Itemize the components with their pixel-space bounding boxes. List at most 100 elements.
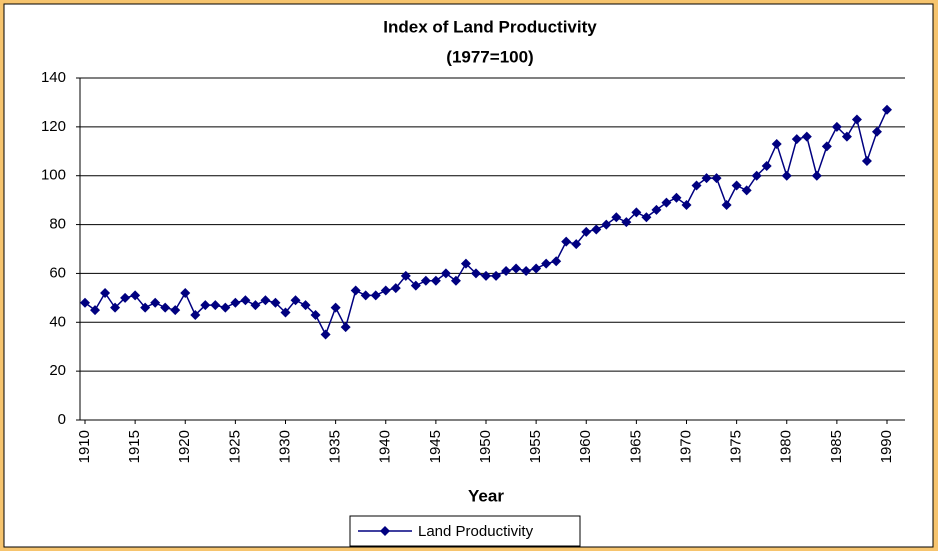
data-point (420, 275, 431, 286)
data-point (90, 305, 101, 316)
data-point (140, 302, 151, 313)
x-tick-label: 1925 (226, 430, 243, 463)
data-point (130, 290, 141, 301)
legend-label: Land Productivity (418, 523, 534, 540)
data-point (611, 212, 622, 223)
x-tick-label: 1980 (778, 430, 795, 463)
chart-title: Index of Land Productivity (383, 17, 597, 36)
data-point (761, 160, 772, 171)
data-point (581, 226, 592, 237)
data-point (882, 104, 892, 115)
x-tick-label: 1960 (577, 430, 594, 463)
data-point (280, 307, 291, 318)
data-point (410, 280, 421, 291)
data-point (170, 305, 181, 316)
data-point (190, 309, 201, 320)
data-point (180, 287, 191, 298)
data-point (100, 287, 111, 298)
y-tick-label: 20 (49, 362, 66, 379)
data-point (430, 275, 441, 286)
data-point (591, 224, 602, 235)
x-tick-label: 1990 (878, 430, 895, 463)
data-point (621, 217, 632, 228)
x-tick-label: 1915 (126, 430, 143, 463)
y-tick-label: 80 (49, 216, 66, 233)
data-point (531, 263, 542, 274)
data-point (290, 295, 301, 306)
data-point (821, 141, 832, 152)
data-point (491, 270, 502, 281)
data-point (481, 270, 491, 281)
data-point (330, 302, 341, 313)
data-point (260, 295, 271, 306)
data-point (440, 268, 451, 279)
data-point (360, 290, 371, 301)
data-point (641, 212, 652, 223)
data-point (150, 297, 161, 308)
data-point (300, 300, 311, 311)
data-point (571, 239, 582, 250)
y-tick-label: 140 (41, 69, 66, 86)
data-point (120, 292, 131, 303)
x-tick-label: 1955 (527, 430, 544, 463)
y-tick-label: 40 (49, 313, 66, 330)
y-tick-label: 60 (49, 264, 66, 281)
x-tick-label: 1950 (477, 430, 494, 463)
x-tick-label: 1970 (677, 430, 694, 463)
data-point (801, 131, 812, 142)
data-point (80, 297, 90, 308)
data-point (871, 126, 882, 137)
x-tick-label: 1985 (828, 430, 845, 463)
data-point (601, 219, 612, 230)
data-point (631, 207, 642, 218)
legend: Land Productivity (349, 515, 581, 547)
data-point (831, 121, 842, 132)
data-point (250, 300, 261, 311)
x-tick-label: 1965 (627, 430, 644, 463)
data-point (390, 283, 401, 294)
x-tick-label: 1940 (377, 430, 394, 463)
data-point (230, 297, 241, 308)
data-point (340, 322, 351, 333)
data-point (450, 275, 461, 286)
data-point (741, 185, 752, 196)
data-point (320, 329, 331, 340)
data-point (460, 258, 471, 269)
data-point (541, 258, 552, 269)
data-point (370, 290, 381, 301)
data-point (270, 297, 281, 308)
data-point (400, 270, 411, 281)
data-point (310, 309, 321, 320)
data-point (220, 302, 231, 313)
data-point (721, 200, 732, 211)
data-point (651, 204, 662, 215)
data-point (841, 131, 852, 142)
data-point (200, 300, 211, 311)
data-point (551, 256, 562, 267)
data-point (240, 295, 251, 306)
data-point (731, 180, 742, 191)
data-point (851, 114, 862, 125)
data-point (751, 170, 762, 181)
x-tick-label: 1935 (327, 430, 344, 463)
data-point (691, 180, 702, 191)
data-point (701, 173, 712, 184)
data-point (681, 200, 692, 211)
data-point (861, 156, 872, 167)
data-point (511, 263, 522, 274)
chart-area (3, 3, 934, 548)
x-tick-label: 1920 (176, 430, 193, 463)
y-tick-label: 0 (58, 411, 66, 428)
x-axis-title: Year (468, 486, 504, 505)
legend-marker (380, 526, 390, 536)
data-point (791, 134, 802, 145)
chart-subtitle: (1977=100) (446, 47, 533, 66)
x-tick-label: 1930 (276, 430, 293, 463)
data-point (781, 170, 792, 181)
data-point (771, 138, 782, 149)
x-tick-label: 1910 (76, 430, 93, 463)
data-point (350, 285, 361, 296)
data-point (711, 173, 722, 184)
data-point (160, 302, 171, 313)
